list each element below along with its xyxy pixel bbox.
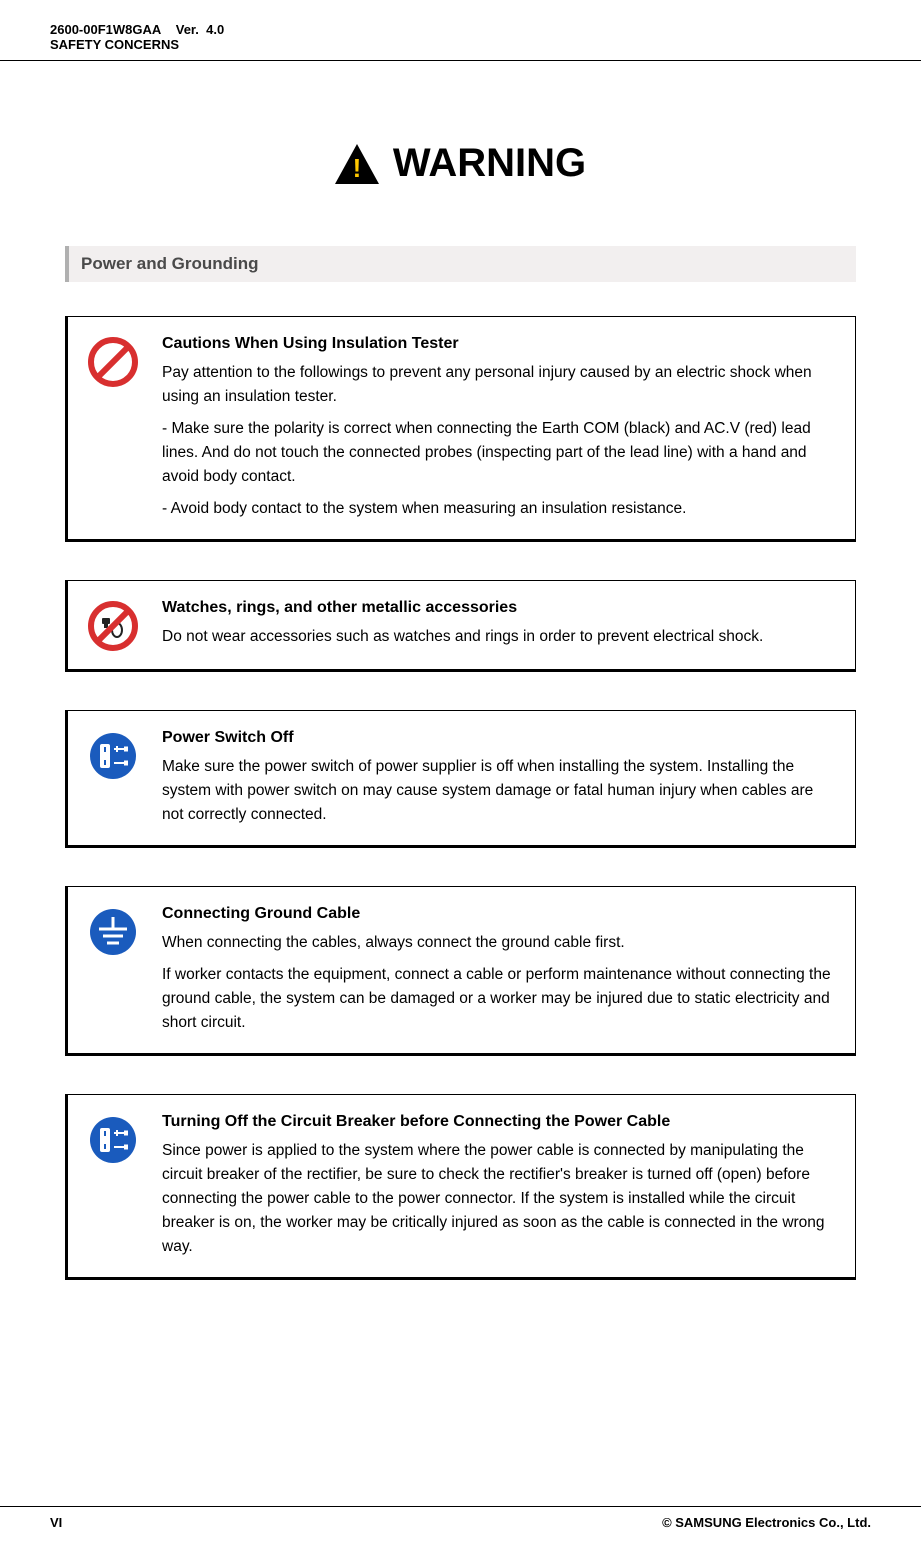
no-metal-icon [88,599,144,651]
card-title: Watches, rings, and other metallic acces… [162,599,835,617]
card-text: Make sure the power switch of power supp… [162,755,835,827]
safety-card: Connecting Ground Cable When connecting t… [65,886,856,1056]
card-body: Power Switch Off Make sure the power swit… [162,729,835,827]
safety-card: Turning Off the Circuit Breaker before C… [65,1094,856,1280]
card-text: - Avoid body contact to the system when … [162,497,835,521]
warning-header: ! WARNING [65,141,856,186]
ver-value: 4.0 [206,22,224,37]
card-text: When connecting the cables, always conne… [162,931,835,955]
page-number: VI [50,1515,62,1530]
card-body: Cautions When Using Insulation Tester Pay… [162,335,835,521]
ver-label: Ver. [176,22,199,37]
card-text: Since power is applied to the system whe… [162,1139,835,1259]
section-heading: Power and Grounding [65,246,856,282]
header-section: SAFETY CONCERNS [50,37,871,52]
page-footer: VI © SAMSUNG Electronics Co., Ltd. [0,1506,921,1558]
prohibit-icon [88,335,144,521]
power-off-icon [88,1113,144,1259]
page-header: 2600-00F1W8GAA Ver. 4.0 SAFETY CONCERNS [0,0,921,61]
warning-triangle-icon: ! [335,144,379,184]
power-off-icon [88,729,144,827]
card-title: Connecting Ground Cable [162,905,835,923]
safety-card: Watches, rings, and other metallic acces… [65,580,856,672]
card-title: Power Switch Off [162,729,835,747]
card-text: - Make sure the polarity is correct when… [162,417,835,489]
cards-container: Cautions When Using Insulation Tester Pay… [65,316,856,1280]
page-content: ! WARNING Power and Grounding Cautions W… [0,141,921,1280]
card-title: Turning Off the Circuit Breaker before C… [162,1113,835,1131]
doc-id-line: 2600-00F1W8GAA Ver. 4.0 [50,22,871,37]
card-text: If worker contacts the equipment, connec… [162,963,835,1035]
safety-card: Cautions When Using Insulation Tester Pay… [65,316,856,542]
card-body: Connecting Ground Cable When connecting t… [162,905,835,1035]
svg-text:!: ! [352,153,361,183]
safety-card: Power Switch Off Make sure the power swit… [65,710,856,848]
warning-title: WARNING [393,141,586,186]
ground-icon [88,905,144,1035]
copyright-text: © SAMSUNG Electronics Co., Ltd. [662,1515,871,1530]
card-text: Do not wear accessories such as watches … [162,625,835,649]
card-title: Cautions When Using Insulation Tester [162,335,835,353]
card-text: Pay attention to the followings to preve… [162,361,835,409]
card-body: Watches, rings, and other metallic acces… [162,599,835,651]
doc-id: 2600-00F1W8GAA [50,22,161,37]
card-body: Turning Off the Circuit Breaker before C… [162,1113,835,1259]
